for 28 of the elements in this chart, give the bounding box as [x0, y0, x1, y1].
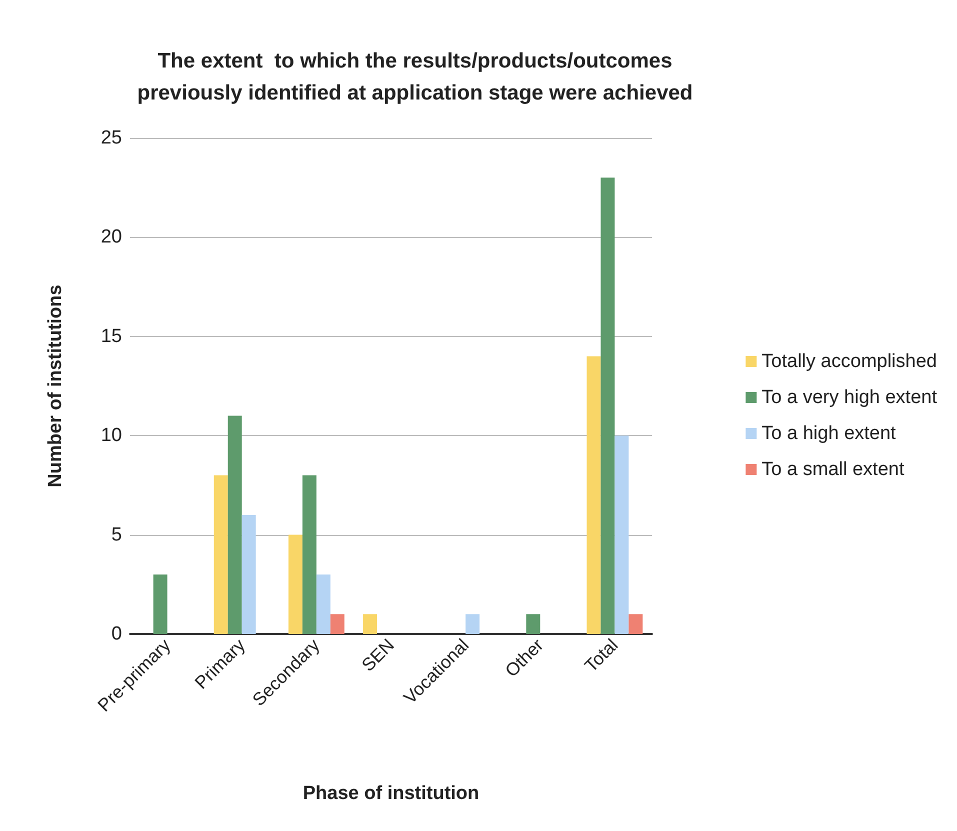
bar — [288, 534, 302, 634]
legend-label: To a very high extent — [762, 387, 938, 408]
chart-title: The extent to which the results/products/outcomes previously identified at application stage were achieved — [137, 50, 693, 104]
y-axis-title: Number of institutions — [45, 284, 66, 488]
bar — [526, 614, 540, 634]
bar — [614, 436, 629, 634]
y-tick-label: 25 — [100, 128, 122, 148]
x-axis-title: Phase of institution — [302, 783, 480, 804]
bar — [363, 614, 378, 634]
bar — [302, 475, 316, 634]
bar — [214, 475, 228, 634]
bar — [466, 614, 480, 634]
y-tick-label: 15 — [100, 326, 122, 347]
legend-label: To a small extent — [762, 459, 905, 480]
bar — [242, 514, 256, 634]
bar — [228, 416, 242, 634]
bar — [600, 178, 615, 634]
bar — [330, 614, 344, 634]
bar — [316, 574, 330, 634]
y-tick-label: 0 — [111, 624, 122, 644]
y-tick-label: 10 — [100, 425, 122, 446]
bar — [628, 614, 643, 634]
bar — [153, 574, 168, 634]
bar — [586, 356, 601, 634]
legend-label: Totally accomplished — [762, 351, 937, 372]
y-tick-label: 5 — [111, 524, 122, 546]
y-tick-label: 20 — [100, 226, 122, 248]
legend-label: To a high extent — [762, 423, 897, 444]
